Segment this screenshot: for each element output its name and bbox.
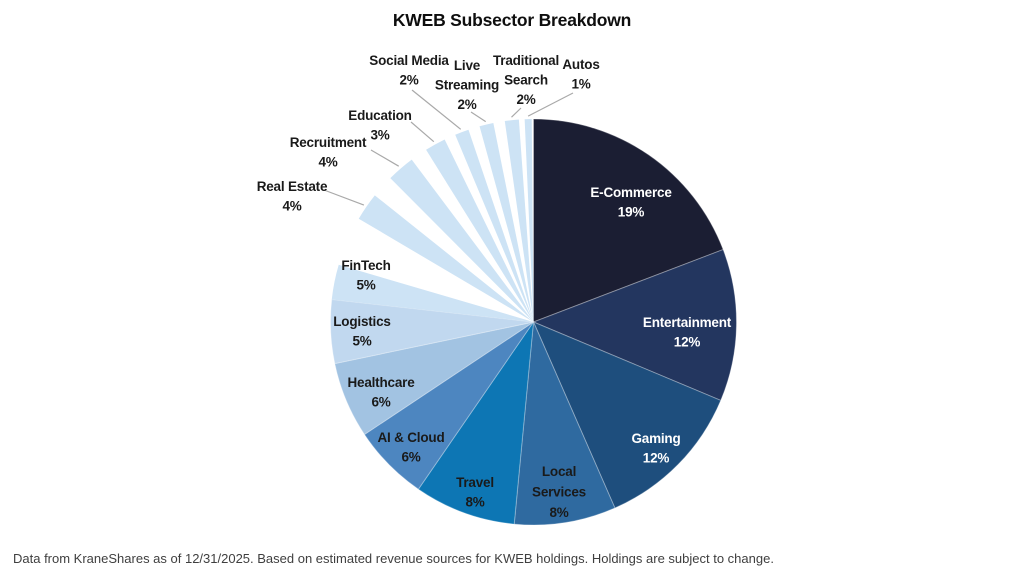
slice-label-live-streaming: Live Streaming 2% — [435, 58, 499, 112]
slice-label-recruitment: Recruitment 4% — [290, 135, 367, 170]
slice-name-text: AI & Cloud — [378, 430, 445, 445]
slice-name-text: Traditional — [493, 53, 559, 68]
slice-label-local-services: Local Services 8% — [532, 464, 586, 520]
pie-slice-logistics — [330, 298, 534, 365]
slice-name-text: Real Estate — [257, 179, 328, 194]
pie-slice-healthcare — [334, 321, 534, 436]
slice-label-travel: Travel 8% — [456, 475, 494, 510]
footer-disclaimer: Data from KraneShares as of 12/31/2025. … — [13, 551, 774, 566]
slice-percent-text: 5% — [352, 334, 371, 349]
slice-name-text: Healthcare — [347, 375, 415, 390]
slice-name-text: Live — [454, 58, 481, 73]
slice-name-text: Local — [542, 464, 576, 479]
slice-percent-text: 6% — [401, 450, 420, 465]
pie-slice-travel — [417, 320, 535, 525]
pie-slice-ai-cloud — [363, 321, 534, 490]
leader-line-autos — [527, 92, 574, 117]
leader-line-traditional-search — [511, 107, 522, 118]
pie-slice-real-estate — [358, 195, 534, 322]
slice-percent-text: 6% — [371, 395, 390, 410]
leader-line-recruitment — [370, 149, 400, 167]
leader-line-social-media — [411, 89, 462, 130]
pie-slice-social-media — [455, 129, 534, 322]
slice-label-entertainment: Entertainment 12% — [643, 315, 732, 350]
slice-percent-text: 8% — [549, 505, 568, 520]
slice-name-text: FinTech — [341, 258, 390, 273]
slice-name-text: Social Media — [369, 53, 449, 68]
leader-line-education — [410, 121, 435, 143]
slice-label-ai-cloud: AI & Cloud 6% — [378, 430, 445, 465]
slice-percent-text: 2% — [457, 97, 476, 112]
slice-name-text: Education — [348, 108, 411, 123]
slice-name-text: Services — [532, 485, 586, 500]
slice-name-text: Gaming — [631, 431, 680, 446]
slice-percent-text: 8% — [465, 495, 484, 510]
leader-line-live-streaming — [470, 111, 487, 123]
pie-slice-fintech — [331, 264, 534, 322]
pie-slice-local-services — [513, 320, 616, 526]
pie-slice-gaming — [532, 321, 722, 509]
slice-percent-text: 4% — [318, 155, 337, 170]
slice-label-traditional-search: Traditional Search 2% — [493, 53, 559, 107]
pie-slice-e-commerce — [533, 118, 724, 323]
pie-slice-recruitment — [390, 159, 534, 322]
slice-percent-text: 19% — [618, 205, 645, 220]
slice-percent-text: 12% — [643, 451, 670, 466]
slice-name-text: Travel — [456, 475, 494, 490]
slice-percent-text: 5% — [356, 278, 375, 293]
slice-label-logistics: Logistics 5% — [333, 314, 391, 349]
slice-name-text: Search — [504, 73, 548, 88]
pie-slice-education — [426, 139, 534, 322]
slice-name-text: E-Commerce — [590, 185, 672, 200]
slice-label-real-estate: Real Estate 4% — [257, 179, 328, 214]
slice-percent-text: 12% — [674, 335, 701, 350]
slice-name-text: Recruitment — [290, 135, 367, 150]
slice-name-text: Entertainment — [643, 315, 732, 330]
slice-label-social-media: Social Media 2% — [369, 53, 449, 88]
slice-percent-text: 2% — [399, 73, 418, 88]
pie-slice-autos — [524, 119, 534, 322]
slice-label-fintech: FinTech 5% — [341, 258, 391, 293]
slice-label-education: Education 3% — [348, 108, 412, 143]
leader-line-real-estate — [323, 189, 365, 206]
slice-name-text: Logistics — [333, 314, 390, 329]
slice-label-healthcare: Healthcare 6% — [347, 375, 415, 410]
slice-percent-text: 1% — [571, 77, 590, 92]
slice-label-gaming: Gaming 12% — [631, 431, 680, 466]
slice-percent-text: 3% — [370, 128, 389, 143]
slice-label-e-commerce: E-Commerce 19% — [590, 185, 672, 220]
pie-slice-entertainment — [532, 248, 737, 402]
chart-title: KWEB Subsector Breakdown — [392, 10, 632, 30]
slice-name-text: Autos — [562, 57, 599, 72]
slice-label-autos: Autos 1% — [562, 57, 599, 92]
pie-slice-traditional-search — [504, 119, 534, 322]
slice-name-text: Streaming — [435, 78, 499, 93]
slice-percent-text: 2% — [516, 92, 535, 107]
pie-slice-live-streaming — [479, 123, 534, 322]
slice-percent-text: 4% — [282, 199, 301, 214]
